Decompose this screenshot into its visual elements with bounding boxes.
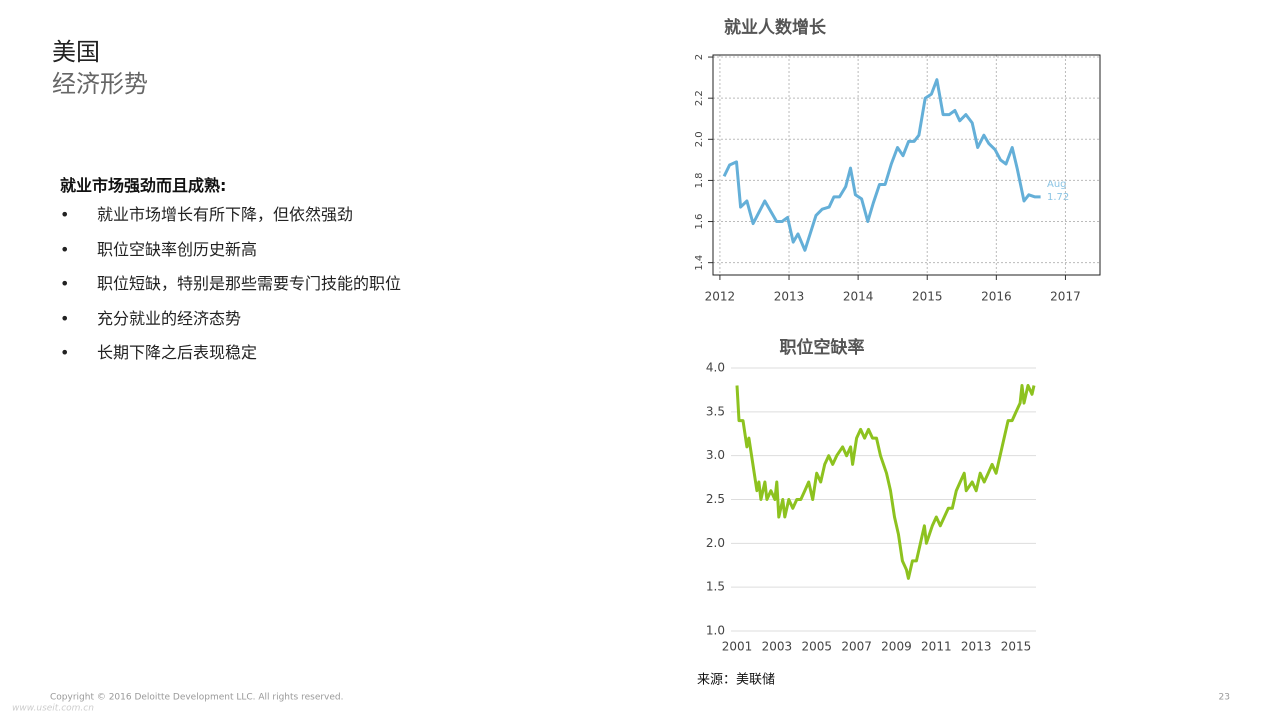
x-tick-label: 2013 bbox=[774, 290, 805, 304]
section-heading: 就业市场强劲而且成熟: bbox=[60, 176, 227, 195]
bullet: 职位短缺，特别是那些需要专门技能的职位 bbox=[60, 267, 401, 302]
x-tick-label: 2015 bbox=[1001, 640, 1032, 654]
x-tick-label: 2011 bbox=[921, 640, 952, 654]
chart-title: 就业人数增长 bbox=[724, 17, 827, 38]
x-tick-label: 2003 bbox=[762, 640, 793, 654]
bullet-list: 就业市场增长有所下降，但依然强劲 职位空缺率创历史新高 职位短缺，特别是那些需要… bbox=[60, 198, 401, 371]
x-tick-label: 2012 bbox=[705, 290, 736, 304]
y-tick-label: 1.6 bbox=[694, 214, 705, 230]
x-tick-label: 2013 bbox=[961, 640, 992, 654]
y-tick-label: 3.5 bbox=[706, 404, 725, 418]
bullet: 就业市场增长有所下降，但依然强劲 bbox=[60, 198, 401, 233]
source: 来源：美联储 bbox=[697, 673, 775, 688]
y-tick-label: 1.5 bbox=[706, 580, 725, 594]
annotation: 1.72 bbox=[1047, 192, 1069, 203]
y-tick-label: 1.4 bbox=[694, 255, 705, 271]
page-number: 23 bbox=[1219, 693, 1230, 703]
y-tick-label: 2 bbox=[694, 54, 705, 60]
line-series bbox=[735, 384, 1036, 580]
y-tick-label: 2.0 bbox=[706, 536, 725, 550]
y-tick-label: 3.0 bbox=[706, 448, 725, 462]
bullet: 长期下降之后表现稳定 bbox=[60, 336, 401, 371]
watermark: www.useit.com.cn bbox=[12, 704, 94, 714]
copyright: Copyright © 2016 Deloitte Development LL… bbox=[50, 693, 344, 703]
bullet: 充分就业的经济态势 bbox=[60, 302, 401, 337]
y-tick-label: 2.2 bbox=[694, 90, 705, 106]
y-tick-label: 1.8 bbox=[694, 172, 705, 188]
bullet: 职位空缺率创历史新高 bbox=[60, 233, 401, 268]
x-tick-label: 2005 bbox=[801, 640, 832, 654]
chart-title: 职位空缺率 bbox=[780, 337, 865, 358]
y-tick-label: 1.0 bbox=[706, 624, 725, 638]
line-series bbox=[722, 78, 1041, 252]
x-tick-label: 2007 bbox=[841, 640, 872, 654]
plot-frame bbox=[712, 54, 1101, 276]
x-tick-label: 2015 bbox=[912, 290, 943, 304]
x-tick-label: 2016 bbox=[981, 290, 1012, 304]
x-tick-label: 2009 bbox=[881, 640, 912, 654]
y-tick-label: 2.5 bbox=[706, 492, 725, 506]
y-tick-label: 2.0 bbox=[694, 131, 705, 147]
x-tick-label: 2017 bbox=[1050, 290, 1081, 304]
x-tick-label: 2001 bbox=[722, 640, 753, 654]
annotation: Aug bbox=[1047, 179, 1067, 190]
title: 美国 bbox=[52, 38, 100, 66]
subtitle: 经济形势 bbox=[52, 70, 148, 98]
y-tick-label: 4.0 bbox=[706, 361, 725, 375]
x-tick-label: 2014 bbox=[843, 290, 874, 304]
